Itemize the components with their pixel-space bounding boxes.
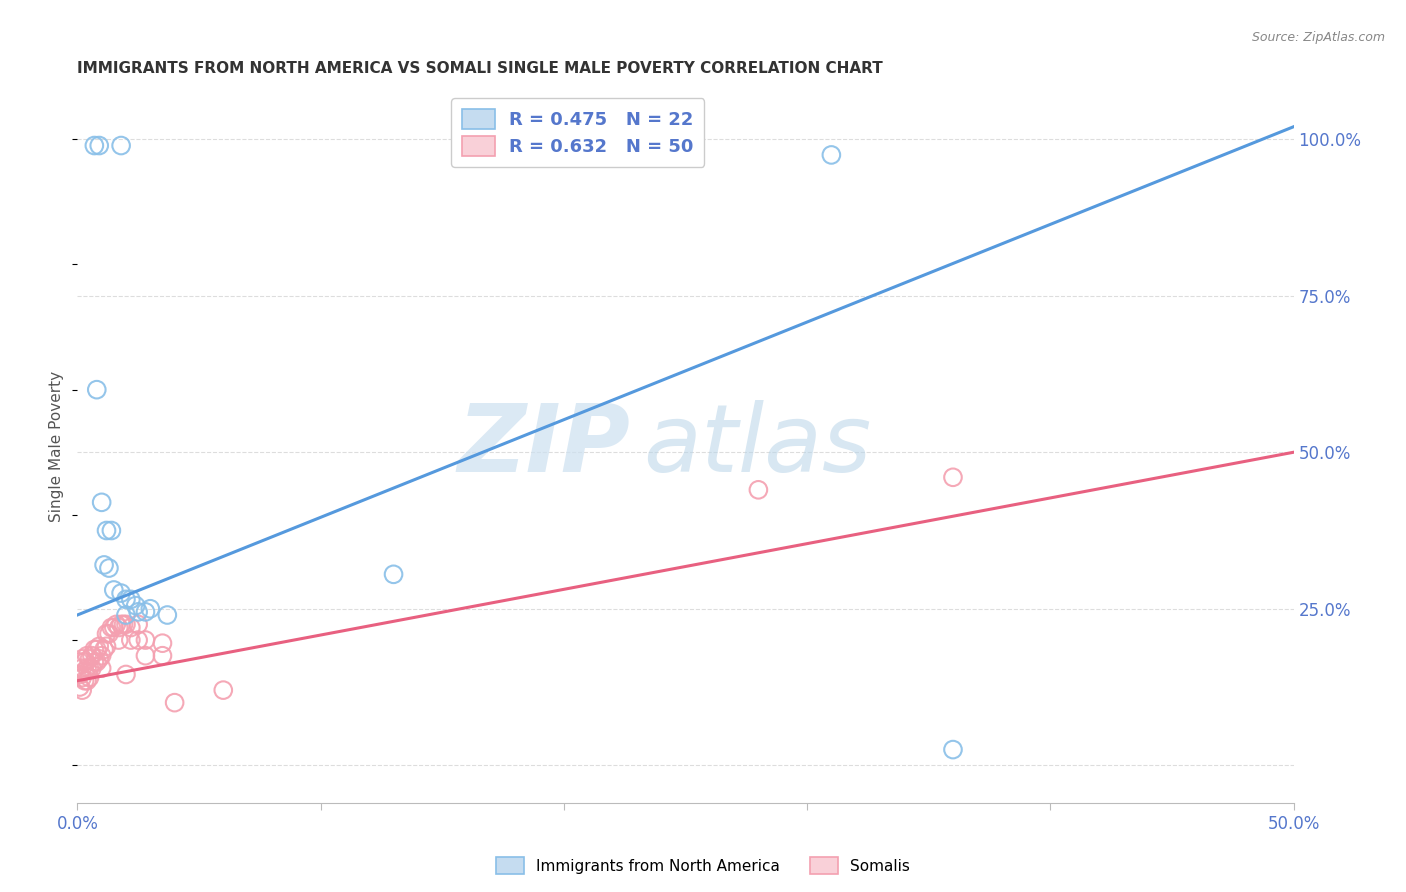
Point [112,617,135,632]
Point [80,661,103,675]
Point [70,683,93,698]
Point [90,661,112,675]
Point [93,558,115,572]
Point [69,680,91,694]
Point [115,667,138,681]
Point [115,617,138,632]
Point [127,633,149,648]
Point [105,617,128,632]
Point [120,621,142,635]
Point [110,138,132,153]
Legend: Immigrants from North America, Somalis: Immigrants from North America, Somalis [491,851,915,880]
Point [134,605,156,619]
Point [76,661,98,675]
Point [80,648,103,663]
Point [134,648,156,663]
Point [70,671,93,685]
Point [127,605,149,619]
Point [96,627,118,641]
Legend: R = 0.475   N = 22, R = 0.632   N = 50: R = 0.475 N = 22, R = 0.632 N = 50 [451,98,704,167]
Point [103,621,125,635]
Point [76,673,98,688]
Point [115,592,138,607]
Point [69,655,91,669]
Text: Source: ZipAtlas.com: Source: ZipAtlas.com [1251,31,1385,45]
Point [107,633,129,648]
Point [110,586,132,600]
Point [97,561,120,575]
Point [70,652,93,666]
Point [120,633,142,648]
Point [127,617,149,632]
Point [90,495,112,509]
Point [89,652,111,666]
Y-axis label: Single Male Poverty: Single Male Poverty [49,370,65,522]
Text: IMMIGRANTS FROM NORTH AMERICA VS SOMALI SINGLE MALE POVERTY CORRELATION CHART: IMMIGRANTS FROM NORTH AMERICA VS SOMALI … [77,61,883,76]
Text: atlas: atlas [643,401,872,491]
Point [73,655,96,669]
Point [103,582,125,597]
Point [163,696,186,710]
Point [73,665,96,679]
Point [86,383,108,397]
Point [747,483,769,497]
Point [134,633,156,648]
Point [79,671,101,685]
Point [125,599,148,613]
Point [115,607,138,622]
Point [942,742,965,756]
Point [89,640,111,654]
Point [89,138,111,153]
Text: ZIP: ZIP [458,400,631,492]
Point [152,636,174,650]
Point [70,661,93,675]
Point [382,567,405,582]
Point [83,655,105,669]
Point [942,470,965,484]
Point [86,642,108,657]
Point [212,683,235,698]
Point [69,667,91,681]
Point [152,648,174,663]
Point [820,148,842,162]
Point [83,138,105,153]
Point [97,627,120,641]
Point [120,592,142,607]
Point [107,621,129,635]
Point [73,673,96,688]
Point [90,648,112,663]
Point [96,640,118,654]
Point [86,655,108,669]
Point [93,642,115,657]
Point [79,652,101,666]
Point [100,621,122,635]
Point [156,607,179,622]
Point [96,524,118,538]
Point [83,642,105,657]
Point [139,601,162,615]
Point [76,648,98,663]
Point [100,524,122,538]
Point [110,617,132,632]
Point [79,661,101,675]
